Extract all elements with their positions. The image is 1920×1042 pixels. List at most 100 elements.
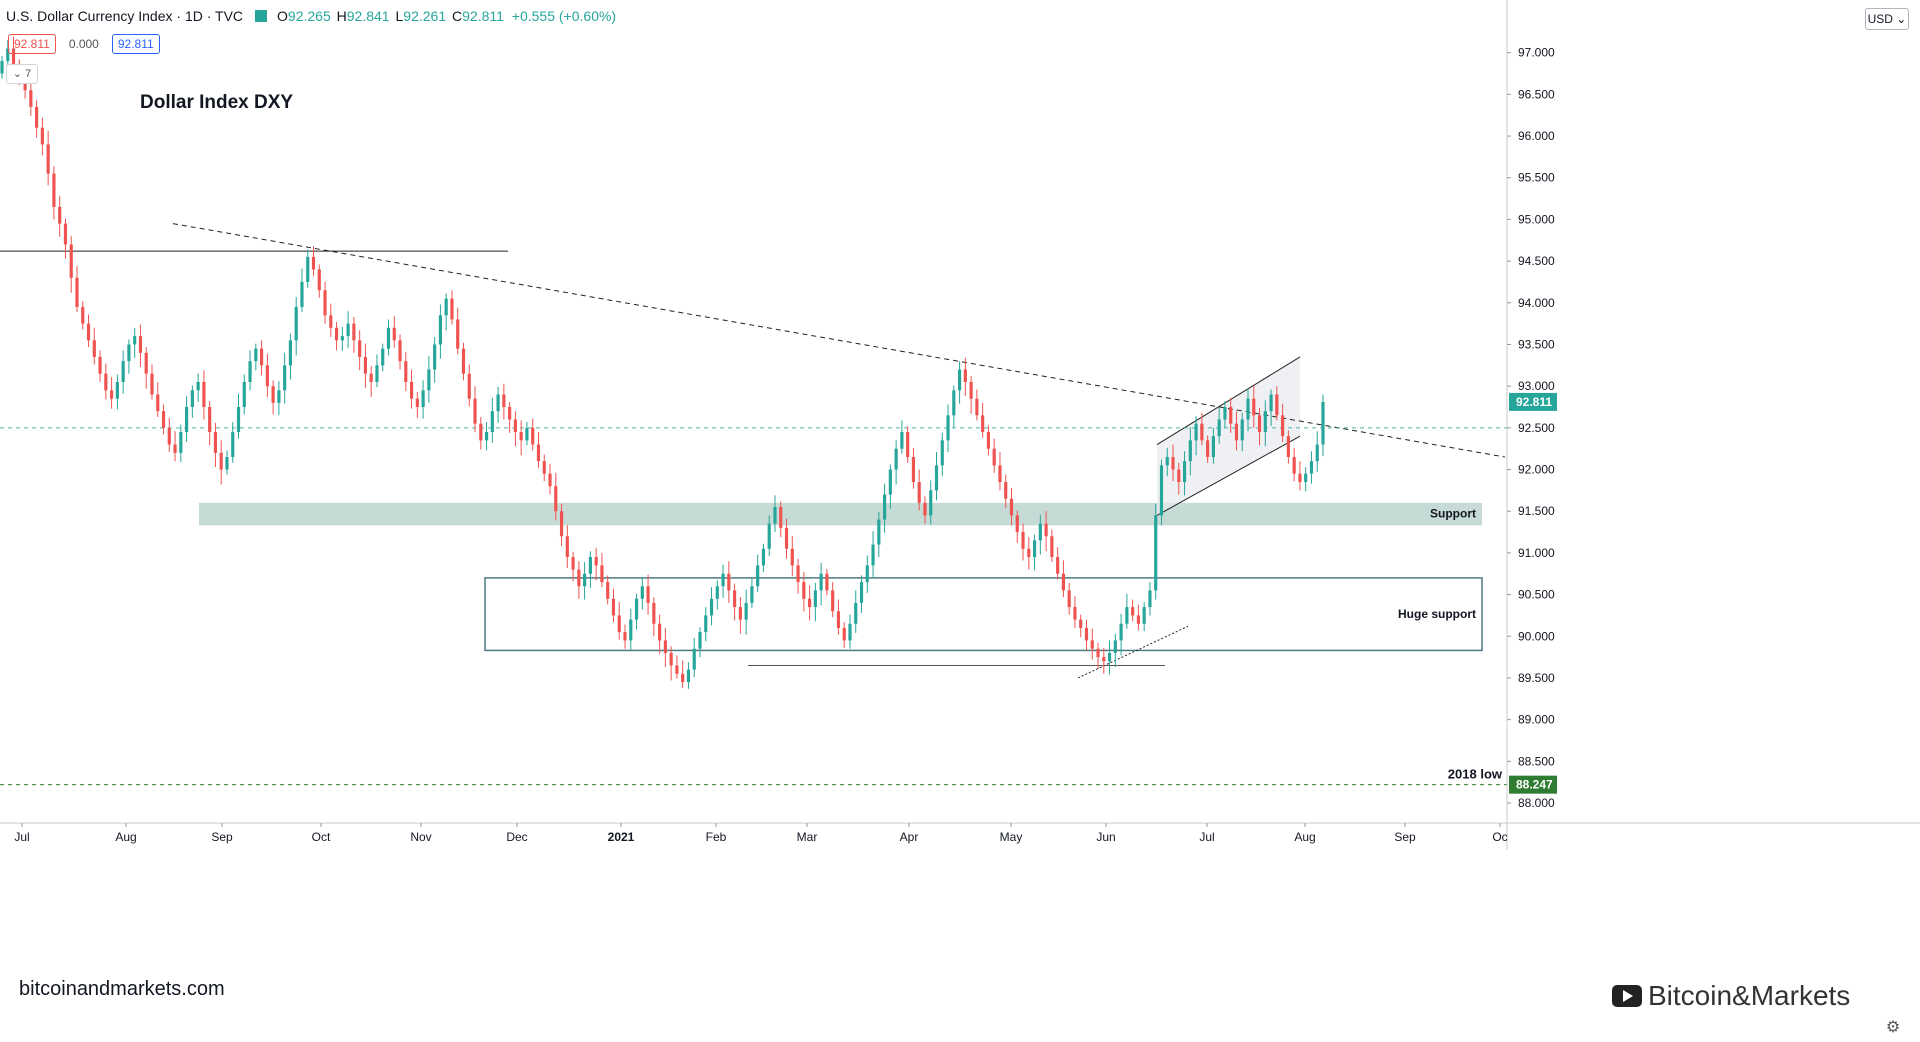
candle-body [110, 390, 114, 399]
candle-body [531, 427, 535, 445]
buy-price-box[interactable]: 92.811 [111, 34, 160, 54]
candle-body [144, 352, 148, 374]
candle-body [98, 356, 102, 374]
y-tick-label: 88.500 [1518, 754, 1555, 768]
candle-body [940, 440, 944, 466]
candle-body [577, 569, 581, 587]
candle-body [640, 586, 644, 599]
x-tick-label: Sep [1394, 830, 1416, 844]
candle-body [288, 340, 293, 366]
candle-body [369, 373, 373, 382]
candle-body [842, 627, 846, 641]
candle-body [375, 365, 379, 382]
candle-body [363, 356, 368, 374]
candle-body [709, 598, 714, 616]
candle-body [179, 432, 183, 453]
candle-body [917, 482, 921, 503]
candle-body [496, 394, 500, 412]
candle-body [236, 407, 241, 433]
candle-body [808, 598, 812, 608]
x-tick-label: Feb [706, 830, 727, 844]
candle-body [479, 423, 483, 441]
candle-body [698, 632, 702, 649]
candle-body [127, 344, 131, 362]
candle-body [1223, 407, 1227, 420]
candle-body [1263, 411, 1267, 433]
candle-body [334, 327, 339, 341]
x-tick-label: Oct [312, 830, 331, 844]
candle-body [1044, 523, 1048, 537]
candle-body [1084, 627, 1089, 641]
y-tick-label: 95.000 [1518, 212, 1555, 226]
candle-body [1321, 401, 1325, 445]
candle-body [986, 432, 991, 449]
candle-body [981, 415, 985, 433]
candle-body [606, 582, 610, 599]
candle-body [283, 365, 287, 391]
candle-body [0, 61, 4, 74]
candle-body [35, 106, 39, 128]
candle-body [836, 611, 841, 628]
play-icon [1612, 985, 1642, 1007]
y-tick-label: 96.500 [1518, 87, 1555, 101]
candle-body [438, 315, 442, 345]
candle-body [600, 565, 604, 583]
candle-body [1073, 607, 1077, 620]
candle-body [825, 573, 829, 591]
watermark-logo: Bitcoin&Markets [1612, 980, 1850, 1012]
x-tick-label: Jul [14, 830, 29, 844]
candle-body [386, 327, 391, 349]
watermark-logo-text: Bitcoin&Markets [1648, 980, 1851, 1011]
symbol-title[interactable]: U.S. Dollar Currency Index · 1D · TVC [6, 8, 244, 24]
candle-body [715, 586, 719, 599]
candle-body [473, 398, 477, 424]
candle-body [934, 465, 939, 491]
candle-body [548, 473, 552, 487]
candle-body [1090, 640, 1094, 649]
candle-body [404, 361, 408, 382]
candle-body [398, 340, 402, 362]
x-tick-label: Apr [900, 830, 919, 844]
y-tick-label: 96.000 [1518, 129, 1555, 143]
candle-body [1275, 394, 1279, 416]
candle-body [1211, 436, 1215, 458]
currency-dropdown[interactable]: USD ⌄ [1865, 8, 1909, 30]
candle-body [1067, 590, 1071, 608]
candle-body [167, 427, 171, 445]
candle-body [1154, 515, 1158, 591]
candle-body [1142, 607, 1146, 624]
candle-body [542, 461, 546, 474]
support-label: Support [1430, 507, 1476, 521]
candle-body [1286, 436, 1290, 458]
candle-body [588, 557, 592, 574]
sell-price-box[interactable]: 92.811 [8, 34, 56, 54]
candle-body [508, 407, 512, 420]
candle-body [329, 315, 333, 328]
candle-body [1015, 515, 1019, 533]
candle-body [611, 598, 616, 616]
candle-body [92, 340, 96, 357]
candle-body [358, 340, 362, 357]
candle-body [1027, 548, 1031, 558]
candle-body [513, 419, 517, 433]
candle-body [433, 344, 437, 370]
gear-icon[interactable]: ⚙ [1885, 1019, 1901, 1036]
candle-body [150, 373, 154, 395]
y-tick-label: 92.000 [1518, 463, 1555, 477]
candle-body [658, 623, 662, 641]
candle-body [796, 565, 800, 583]
x-tick-label: 2021 [608, 830, 635, 844]
indicator-collapse-button[interactable]: ⌄ 7 [6, 64, 38, 84]
channel-lower-line [1156, 435, 1301, 516]
candle-body [1194, 423, 1198, 441]
candle-body [779, 507, 783, 528]
candle-body [52, 173, 56, 207]
candle-body [1032, 540, 1037, 558]
chart-title: Dollar Index DXY [140, 92, 293, 113]
candle-body [634, 598, 639, 620]
candle-body [1315, 444, 1319, 462]
candle-body [58, 206, 62, 224]
candle-body [392, 327, 396, 341]
candle-body [213, 432, 218, 453]
